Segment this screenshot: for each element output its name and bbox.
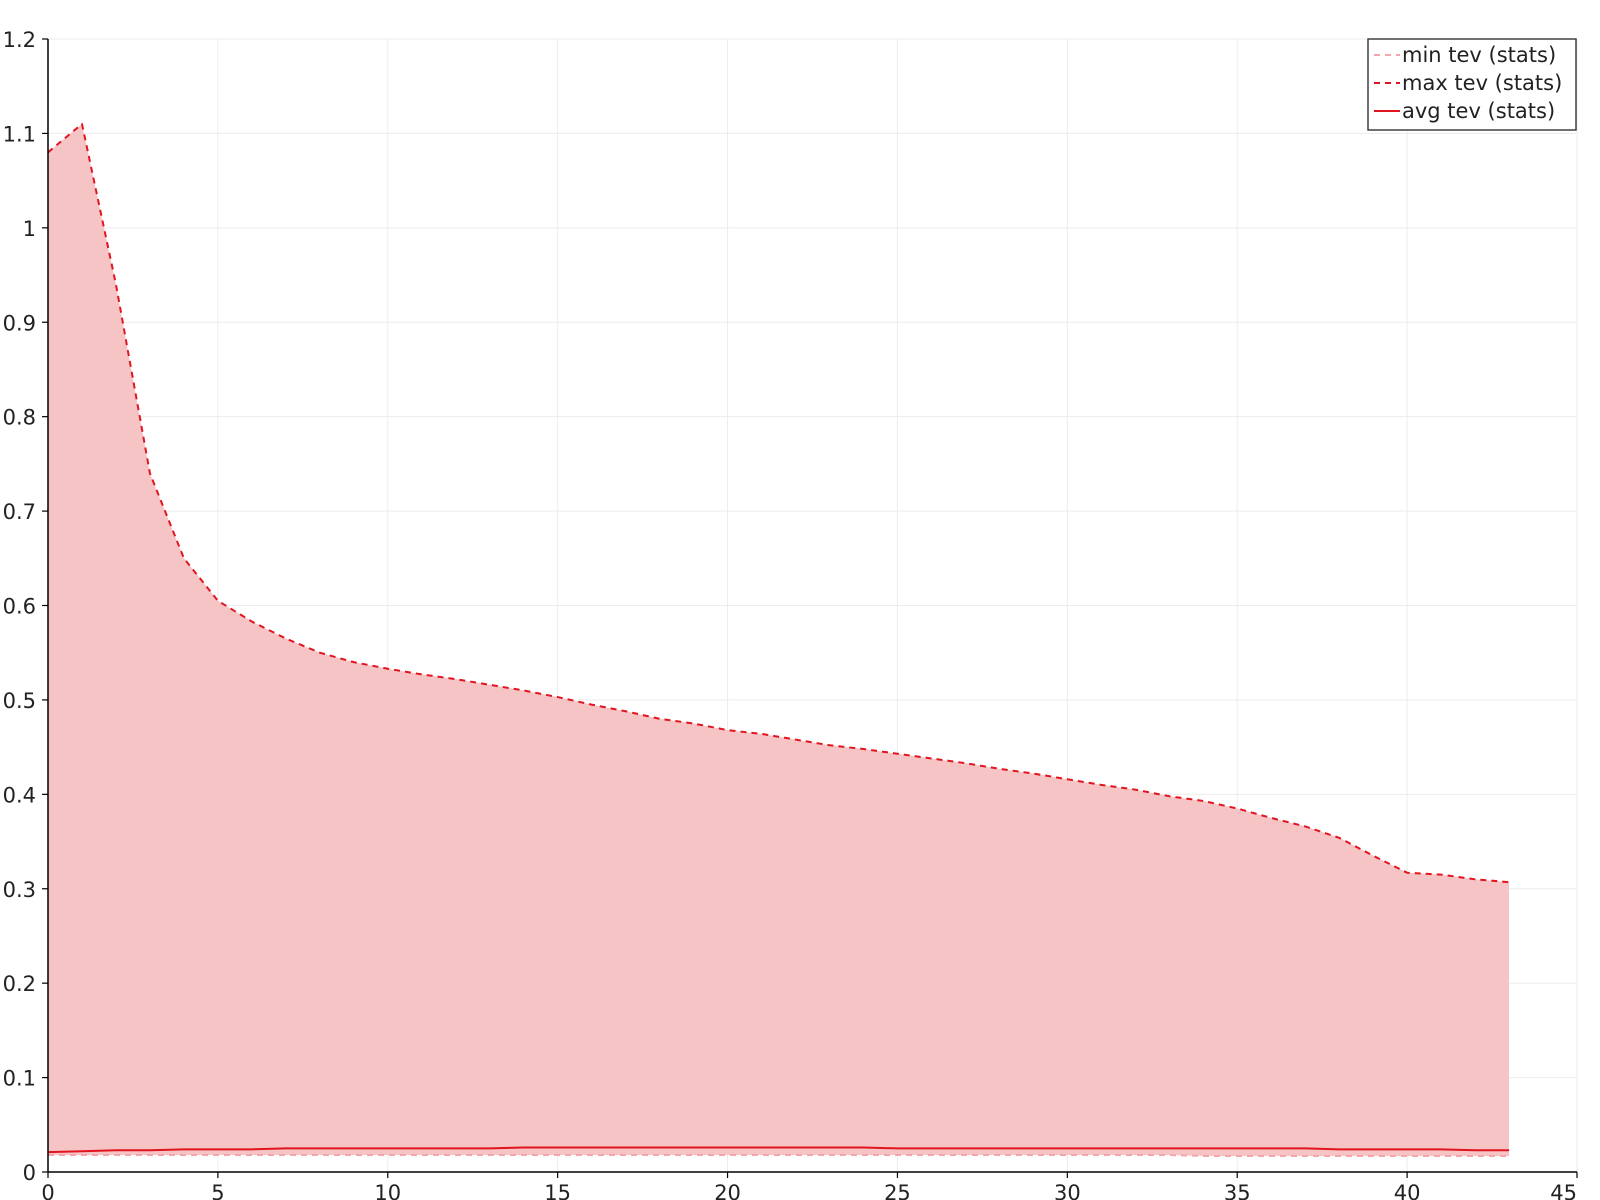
series-line-max <box>47 122 1510 884</box>
y-tick-label: 0.5 <box>3 689 36 713</box>
legend-label-min: min tev (stats) <box>1402 43 1556 67</box>
y-tick-label: 0.7 <box>3 500 36 524</box>
x-axis-ticks: 0 5 10 15 20 25 30 35 40 45 <box>41 1172 1578 1200</box>
x-tick-label: 15 <box>544 1181 571 1200</box>
x-tick-label: 30 <box>1054 1181 1081 1200</box>
x-tick-label: 45 <box>1550 1181 1577 1200</box>
legend-box <box>1367 38 1577 131</box>
y-tick-label: 0.3 <box>3 878 36 902</box>
series-line-avg <box>47 1146 1510 1154</box>
series-line-min <box>48 1154 1510 1157</box>
x-tick-label: 5 <box>211 1181 224 1200</box>
y-axis-ticks: 0 0.1 0.2 0.3 0.4 0.5 0.6 0.7 0.8 0.9 1 1.1 1.2 <box>3 28 48 1185</box>
y-tick-label: 0.2 <box>3 972 36 996</box>
x-tick-label: 20 <box>714 1181 741 1200</box>
y-tick-label: 0.6 <box>3 595 36 619</box>
x-tick-label: 35 <box>1224 1181 1251 1200</box>
y-tick-label: 1.1 <box>3 122 36 146</box>
y-tick-label: 0 <box>23 1161 36 1185</box>
y-tick-label: 0.4 <box>3 783 36 807</box>
x-tick-label: 25 <box>884 1181 911 1200</box>
y-tick-label: 0.9 <box>3 311 36 335</box>
min-max-band <box>48 123 1510 1156</box>
y-tick-label: 1 <box>23 217 36 241</box>
x-tick-label: 40 <box>1394 1181 1421 1200</box>
legend-label-avg: avg tev (stats) <box>1402 99 1555 123</box>
series-group <box>47 122 1510 1157</box>
legend: min tev (stats) max tev (stats) avg tev … <box>1367 38 1577 131</box>
x-tick-label: 10 <box>374 1181 401 1200</box>
x-tick-label: 0 <box>41 1181 54 1200</box>
legend-label-max: max tev (stats) <box>1402 71 1562 95</box>
y-tick-label: 0.1 <box>3 1067 36 1091</box>
y-tick-label: 0.8 <box>3 406 36 430</box>
min-max-band-area <box>48 123 1510 1156</box>
y-tick-label: 1.2 <box>3 28 36 52</box>
